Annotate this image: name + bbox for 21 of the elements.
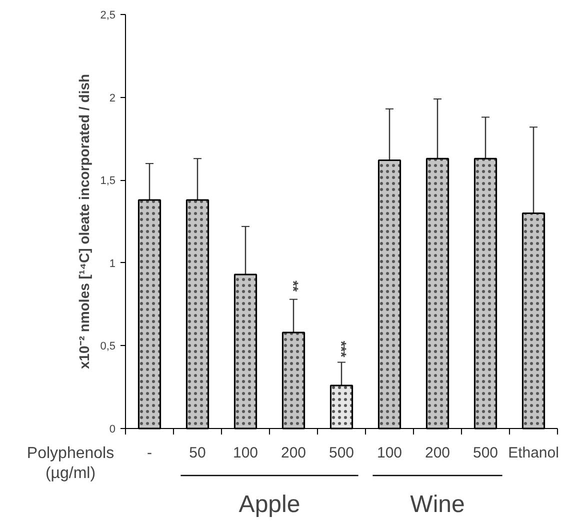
annotation: *** [334, 340, 350, 358]
y-tick-label: 2 [109, 92, 116, 104]
text: Wine [410, 491, 465, 518]
x-tick-label: 100 [376, 444, 402, 462]
y-tick-label: 0 [109, 424, 116, 436]
annotation: ** [286, 280, 302, 292]
y-tick-label: 0,5 [100, 340, 116, 353]
x-tick-label: 200 [424, 444, 450, 462]
text: Apple [238, 491, 300, 518]
x-tick-label: 500 [472, 444, 498, 462]
x-tick-label: - [147, 444, 152, 462]
y-tick-label: 1 [109, 258, 116, 270]
x-tick-label: 500 [328, 444, 354, 462]
y-axis-title: x10⁻² nmoles [¹⁴C] oleate incorporated / dish [76, 74, 92, 370]
x-tick-label: Ethanol [508, 444, 559, 462]
x-tick-label: 100 [232, 444, 258, 462]
y-tick-label: 1,5 [100, 175, 116, 188]
y-tick-label: 2,5 [100, 10, 116, 22]
x-tick-label: 200 [280, 444, 306, 462]
x-tick-label: 50 [189, 444, 206, 462]
x-axis-title: Polyphenols (µg/ml) [26, 444, 114, 482]
